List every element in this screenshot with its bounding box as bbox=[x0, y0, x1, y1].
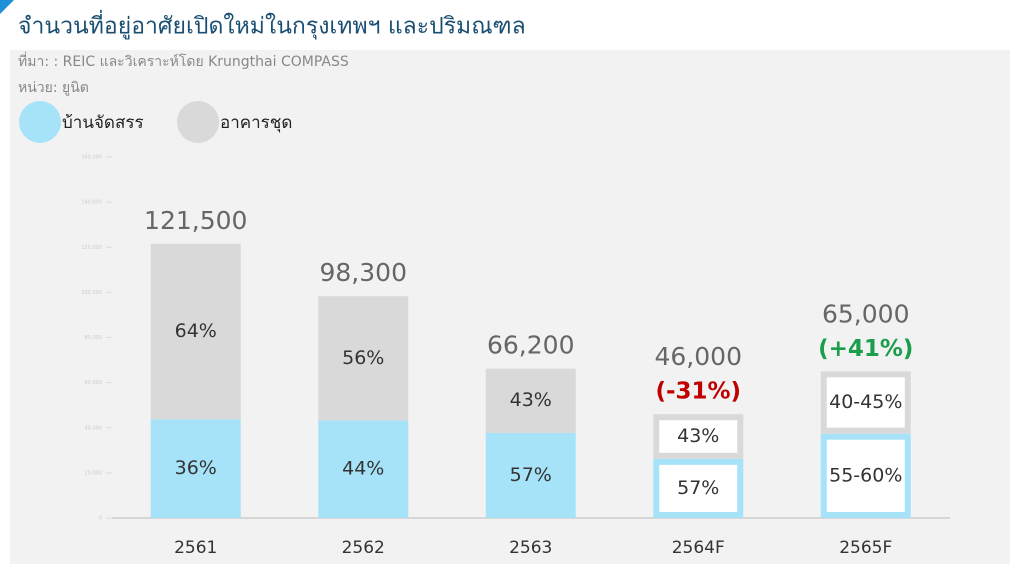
total-label: 46,000 bbox=[655, 342, 742, 371]
total-label: 65,000 bbox=[822, 299, 909, 328]
y-tick-label: 140,000 bbox=[81, 200, 102, 206]
source: ที่มา: : REIC และวิเคราะห์โดย Krungthai … bbox=[18, 52, 349, 70]
unit: หน่วย: ยูนิต bbox=[18, 80, 89, 96]
x-tick-label: 2561 bbox=[174, 538, 217, 558]
bar-segment bbox=[653, 414, 744, 459]
annotation: (+41%) bbox=[818, 336, 913, 362]
bar-segment bbox=[820, 433, 911, 519]
legend-label: อาคารชุด bbox=[220, 113, 292, 133]
bar-segment bbox=[318, 420, 409, 518]
y-tick-label: 20,000 bbox=[85, 470, 103, 476]
bar-segment bbox=[318, 296, 409, 421]
total-label: 98,300 bbox=[320, 258, 407, 287]
x-tick-label: 2562 bbox=[342, 538, 385, 558]
bar-segment bbox=[150, 243, 241, 420]
y-tick-label: 0 bbox=[99, 516, 102, 522]
value-label: 56% bbox=[342, 347, 384, 369]
bar-segment bbox=[485, 368, 576, 433]
value-label: 43% bbox=[510, 389, 552, 411]
y-tick-label: 60,000 bbox=[85, 380, 103, 386]
x-tick-label: 2563 bbox=[509, 538, 552, 558]
legend-swatch bbox=[177, 101, 219, 143]
y-tick-label: 80,000 bbox=[85, 335, 103, 341]
value-label: 44% bbox=[342, 458, 384, 480]
bar-segment bbox=[820, 371, 911, 434]
bar-segment bbox=[485, 432, 576, 518]
total-label: 121,500 bbox=[144, 206, 247, 235]
bar-segment bbox=[150, 419, 241, 518]
legend-swatch bbox=[19, 101, 61, 143]
total-label: 66,200 bbox=[487, 331, 574, 360]
value-label: 36% bbox=[175, 457, 217, 479]
y-tick-label: 100,000 bbox=[81, 290, 102, 296]
corner bbox=[0, 0, 14, 14]
y-tick-label: 120,000 bbox=[81, 245, 102, 251]
y-tick-label: 160,000 bbox=[81, 155, 102, 161]
x-tick-label: 2564F bbox=[672, 538, 725, 558]
value-label: 55-60% bbox=[829, 464, 902, 486]
value-label: 57% bbox=[510, 464, 552, 486]
header-bg bbox=[0, 0, 1020, 50]
y-tick-label: 40,000 bbox=[85, 425, 103, 431]
bar-segment bbox=[653, 458, 744, 518]
chart-title: จำนวนที่อยู่อาศัยเปิดใหม่ในกรุงเทพฯ และป… bbox=[18, 10, 526, 40]
legend-label: บ้านจัดสรร bbox=[62, 113, 144, 133]
x-tick-label: 2565F bbox=[839, 538, 892, 558]
value-label: 57% bbox=[677, 477, 719, 499]
value-label: 64% bbox=[175, 320, 217, 342]
annotation: (-31%) bbox=[655, 379, 741, 405]
value-label: 40-45% bbox=[829, 391, 902, 413]
value-label: 43% bbox=[677, 425, 719, 447]
